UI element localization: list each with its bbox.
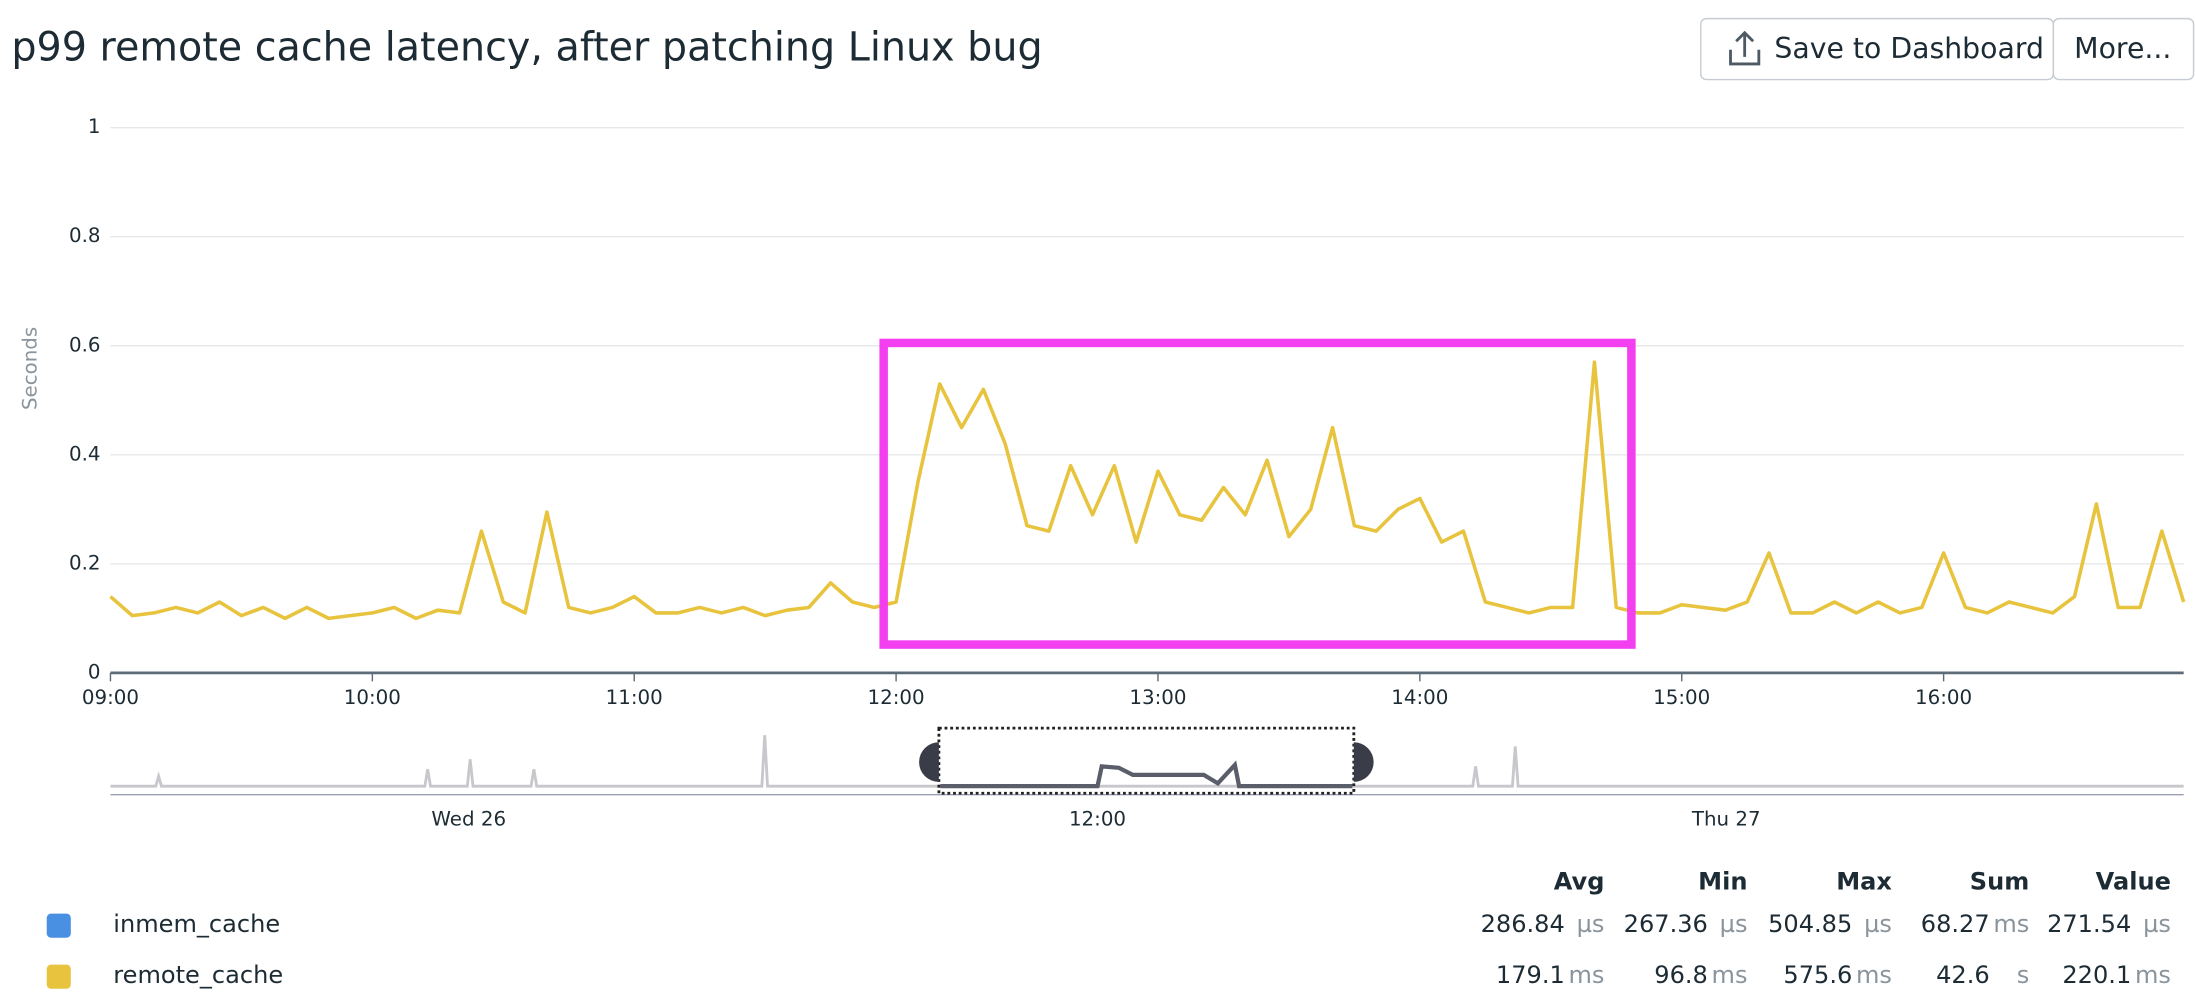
stat-unit: ms (1856, 961, 1892, 989)
stat-unit: µs (2143, 910, 2171, 938)
stat-unit: µs (1720, 910, 1748, 938)
y-axis-title: Seconds (19, 327, 42, 410)
stat-value: 220.1 (2062, 961, 2131, 989)
overview-line (110, 735, 2184, 788)
grid: 0 0.2 0.4 0.6 0.8 1 09:00 10:00 11:00 12:00 13:00 1… (69, 115, 2184, 709)
column-header: Max (1836, 867, 1892, 895)
button-label[interactable]: Save to Dashboard (1774, 32, 2044, 65)
y-tick-label: 0.8 (69, 224, 101, 247)
x-tick-label: 12:00 (868, 686, 925, 709)
stat-value: 42.6 (1936, 961, 1990, 989)
stat-value: 504.85 (1768, 910, 1852, 938)
button-frame[interactable] (2052, 17, 2195, 81)
stat-unit: ms (2135, 961, 2171, 989)
stat-value: 68.27 (1921, 910, 1990, 938)
stat-unit: ms (1568, 961, 1604, 989)
overview-selection-line (940, 760, 1353, 789)
legend-table: Avg Min Max Sum Value inmem_cache 286.84 µs 267.… (46, 867, 2171, 989)
stat-unit: ms (1712, 961, 1748, 989)
stat-value: 286.84 (1481, 910, 1565, 938)
stat-unit: s (2017, 961, 2030, 989)
x-tick-label: 15:00 (1653, 686, 1710, 709)
overview-label: Thu 27 (1691, 808, 1761, 831)
overview-window[interactable] (937, 726, 1356, 795)
legend-swatch (46, 964, 71, 989)
stat-unit: µs (1864, 910, 1892, 938)
stat-unit: µs (1577, 910, 1605, 938)
column-header: Avg (1554, 867, 1605, 895)
stat-value: 575.6 (1783, 961, 1852, 989)
plot (109, 360, 2186, 621)
overview-label: 12:00 (1069, 808, 1126, 831)
overview: Wed 26 12:00 Thu 27 (110, 726, 2184, 831)
button-label[interactable]: More... (2074, 32, 2171, 65)
more-button[interactable]: More... (2052, 17, 2195, 81)
stat-unit: ms (1993, 910, 2029, 938)
upload-icon (1729, 30, 1761, 66)
stat-value: 271.54 (2047, 910, 2131, 938)
x-tick-label: 11:00 (606, 686, 663, 709)
legend-name: remote_cache (113, 961, 283, 989)
column-header: Value (2096, 867, 2171, 895)
overview-label: Wed 26 (431, 808, 506, 831)
stat-value: 267.36 (1624, 910, 1708, 938)
x-tick-label: 09:00 (82, 686, 139, 709)
x-tick-label: 13:00 (1129, 686, 1186, 709)
series-line (109, 360, 2186, 621)
y-tick-label: 0.4 (69, 442, 101, 465)
legend-swatch (46, 913, 71, 938)
y-tick-label: 0.2 (69, 551, 101, 574)
y-tick-label: 1 (88, 115, 101, 138)
stat-value: 179.1 (1496, 961, 1565, 989)
x-tick-label: 14:00 (1391, 686, 1448, 709)
legend-name: inmem_cache (113, 910, 280, 938)
y-tick-label: 0 (88, 660, 101, 683)
column-header: Min (1698, 867, 1747, 895)
y-tick-label: 0.6 (69, 333, 101, 356)
save-button[interactable]: Save to Dashboard (1700, 17, 2055, 81)
chart-title: p99 remote cache latency, after patching… (11, 24, 1042, 70)
highlight-box (879, 338, 1636, 649)
column-header: Sum (1970, 867, 2030, 895)
x-tick-label: 10:00 (344, 686, 401, 709)
x-tick-label: 16:00 (1915, 686, 1972, 709)
stat-value: 96.8 (1654, 961, 1708, 989)
